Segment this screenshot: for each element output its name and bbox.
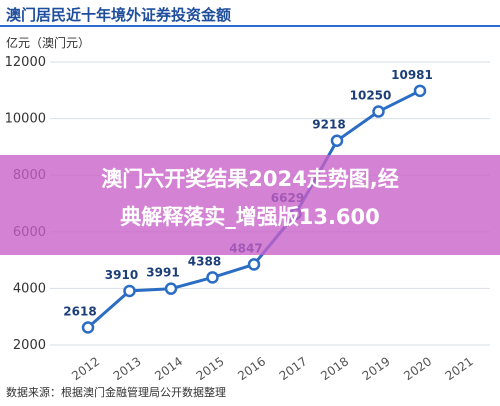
x-tick-label: 2016 bbox=[235, 354, 268, 383]
y-tick-label: 4000 bbox=[13, 281, 46, 296]
title-rule bbox=[0, 25, 500, 27]
x-tick-label: 2013 bbox=[111, 354, 144, 383]
data-source-note: 数据来源：根据澳门金融管理局公开数据整理 bbox=[6, 386, 226, 399]
chart-title: 澳门居民近十年境外证券投资金额 bbox=[6, 6, 232, 24]
x-tick-label: 2019 bbox=[360, 354, 393, 383]
x-tick-label: 2018 bbox=[318, 354, 351, 383]
overlay-line-1: 澳门六开奖结果2024走势图,经 bbox=[101, 167, 399, 191]
x-tick-label: 2015 bbox=[194, 354, 227, 383]
data-point bbox=[206, 271, 219, 284]
data-point bbox=[372, 105, 385, 118]
y-tick-label: 10000 bbox=[5, 112, 46, 127]
data-point bbox=[81, 321, 95, 334]
data-label: 10981 bbox=[391, 68, 433, 82]
x-tick-label: 2020 bbox=[401, 354, 434, 383]
y-axis-unit-label: 亿元（澳门元） bbox=[6, 36, 91, 50]
data-label: 3991 bbox=[146, 266, 179, 280]
x-tick-label: 2021 bbox=[443, 354, 476, 383]
data-label: 2618 bbox=[63, 305, 96, 319]
data-label: 9218 bbox=[312, 118, 345, 132]
data-label: 10250 bbox=[350, 89, 392, 103]
y-tick-label: 12000 bbox=[5, 55, 46, 70]
data-label: 4388 bbox=[188, 254, 221, 268]
x-tick-label: 2014 bbox=[152, 354, 185, 383]
x-tick-label: 2017 bbox=[277, 354, 310, 383]
data-point bbox=[164, 282, 178, 295]
data-point bbox=[413, 84, 427, 98]
data-label: 3910 bbox=[105, 268, 138, 282]
x-tick-label: 2012 bbox=[69, 354, 102, 383]
overlay-line-2: 典解释落实_增强版13.600 bbox=[120, 205, 380, 229]
data-point bbox=[123, 284, 136, 298]
data-point bbox=[330, 134, 344, 147]
y-tick-label: 2000 bbox=[13, 338, 46, 353]
overlay-text: 澳门六开奖结果2024走势图,经 典解释落实_增强版13.600 bbox=[0, 160, 500, 236]
overlay-banner bbox=[0, 155, 500, 255]
data-point bbox=[247, 258, 261, 271]
